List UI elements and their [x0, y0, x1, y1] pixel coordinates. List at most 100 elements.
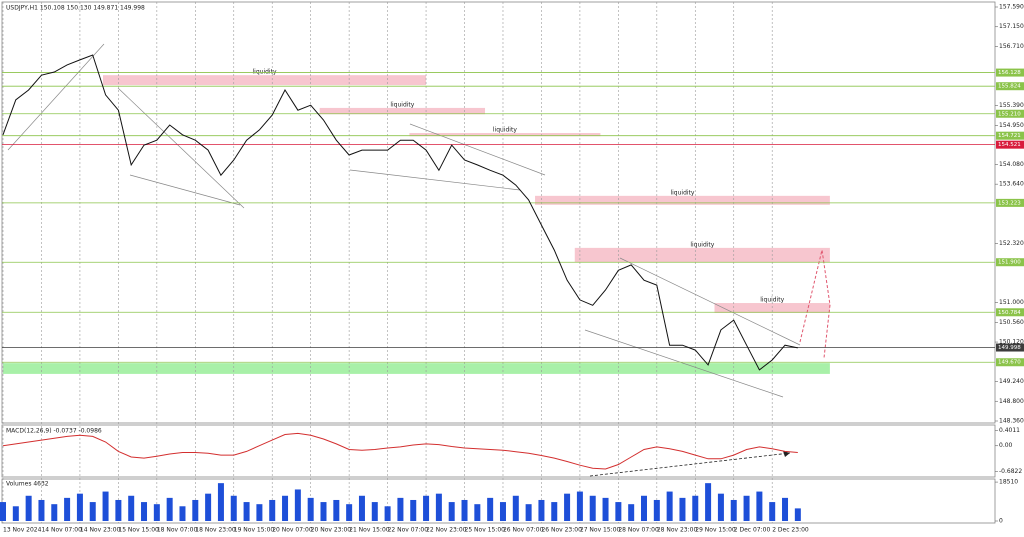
zone-label: liquidity	[670, 189, 694, 196]
level-box	[996, 343, 1024, 352]
macd-title: MACD(12,26,9) -0.0737 -0.0986	[6, 428, 102, 435]
x-tick-label: 27 Nov 15:00	[580, 527, 621, 534]
y-tick-label: 153.640	[999, 181, 1024, 188]
volume-bar	[102, 491, 109, 521]
x-tick-label: 22 Nov 23:00	[426, 527, 467, 534]
x-tick-label: 22 Nov 07:00	[388, 527, 429, 534]
zone	[319, 107, 486, 115]
volume-bar	[628, 504, 635, 521]
volume-bar	[564, 493, 571, 521]
zone	[3, 363, 830, 374]
level-label: 149.998	[998, 345, 1021, 351]
level-label: 156.128	[998, 70, 1021, 76]
volume-bar	[294, 489, 301, 521]
volume-bar	[589, 495, 596, 521]
volume-bar	[192, 499, 199, 521]
volume-bar	[730, 499, 737, 521]
volume-bar	[141, 502, 148, 521]
volume-bar	[320, 502, 327, 521]
x-tick-label: 18 Nov 23:00	[195, 527, 236, 534]
volume-bar	[217, 483, 224, 521]
volume-bar	[76, 493, 83, 521]
volume-bar	[346, 504, 353, 521]
zones: liquidity liquidity liquidity liquidity liqu…	[3, 69, 830, 374]
volume-bar	[666, 491, 673, 521]
volume-bar	[717, 493, 724, 521]
level-box	[996, 131, 1024, 140]
signal-line	[2, 432, 798, 470]
volume-bar	[551, 502, 558, 521]
y-tick-label: 148.800	[999, 398, 1024, 405]
volume-bar	[487, 497, 494, 521]
x-tick-label: 2 Dec 07:00	[734, 527, 771, 534]
level-label: 154.521	[998, 142, 1021, 148]
volume-bar	[51, 504, 58, 521]
x-tick-label: 19 Nov 15:00	[234, 527, 275, 534]
level-box	[996, 68, 1024, 77]
arrow-head	[783, 451, 790, 457]
volume-bar	[743, 495, 750, 521]
y-tick-label: 156.710	[999, 43, 1024, 50]
x-tick-label: 20 Nov 23:00	[311, 527, 352, 534]
volume-bar	[64, 497, 71, 521]
level-box	[996, 82, 1024, 91]
volume-bar	[282, 495, 289, 521]
zone-label: liquidity	[690, 241, 714, 248]
y-tick-label: 18510	[999, 479, 1018, 486]
x-tick-label: 29 Nov 15:00	[695, 527, 736, 534]
volume-bar	[0, 502, 6, 521]
volume-bar	[12, 506, 19, 521]
y-tick-label: 152.320	[999, 240, 1024, 247]
volume-bar	[794, 508, 801, 521]
channel-line	[619, 257, 801, 346]
volume-bar	[371, 502, 378, 521]
x-tick-label: 2 Dec 23:00	[772, 527, 809, 534]
volume-bar	[38, 499, 45, 521]
volume-bar	[782, 497, 789, 521]
volume-bar	[448, 502, 455, 521]
volume-bar	[358, 495, 365, 521]
y-tick-label: 151.000	[999, 299, 1024, 306]
volume-bar	[269, 499, 276, 521]
volume-bar	[423, 495, 430, 521]
level-label: 154.721	[998, 133, 1021, 139]
volume-bar	[89, 502, 96, 521]
zone	[102, 75, 427, 86]
zone	[535, 195, 830, 205]
x-tick-label: 14 Nov 07:00	[41, 527, 82, 534]
level-box	[996, 258, 1024, 267]
volume-bar	[179, 506, 186, 521]
y-tick-label: -0.6822	[999, 468, 1022, 475]
x-tick-label: 20 Nov 07:00	[272, 527, 313, 534]
volume-bar	[333, 499, 340, 521]
channel-line	[117, 87, 245, 209]
volume-bar	[384, 506, 391, 521]
volume-bar	[25, 495, 32, 521]
volume-bar	[576, 491, 583, 521]
volume-bar	[705, 483, 712, 521]
level-box	[996, 308, 1024, 317]
x-tick-label: 28 Nov 07:00	[618, 527, 659, 534]
volume-bar	[461, 499, 468, 521]
x-tick-label: 18 Nov 07:00	[157, 527, 198, 534]
price-title: USDJPY,H1 150.108 150.130 149.871 149.99…	[6, 5, 145, 12]
volume-bar	[128, 495, 135, 521]
volume-bar	[230, 495, 237, 521]
x-tick-label: 28 Nov 23:00	[657, 527, 698, 534]
y-tick-label: 154.080	[999, 161, 1024, 168]
volume-bar	[153, 504, 160, 521]
volume-bar	[615, 502, 622, 521]
y-tick-label: 0	[999, 518, 1003, 525]
y-tick-label: 148.360	[999, 418, 1024, 425]
y-tick-label: 157.150	[999, 23, 1024, 30]
x-tick-label: 26 Nov 07:00	[503, 527, 544, 534]
price-line	[2, 54, 798, 371]
volume-bar	[499, 502, 506, 521]
zone	[409, 133, 601, 137]
volume-bar	[756, 491, 763, 521]
volume-bar	[205, 493, 212, 521]
volume-bar	[525, 504, 532, 521]
projection	[799, 249, 831, 359]
volume-bar	[166, 497, 173, 521]
